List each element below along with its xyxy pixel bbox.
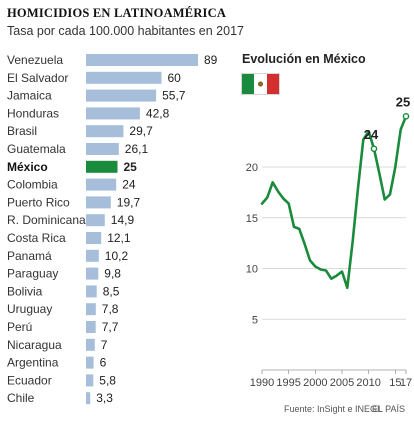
bar (86, 356, 94, 369)
bar-value-label: 12,1 (107, 231, 131, 245)
series-line (260, 115, 408, 290)
bar-category-label: Argentina (7, 356, 59, 370)
bar (86, 392, 91, 405)
y-tick-label: 5 (252, 314, 258, 326)
bar (86, 374, 94, 387)
x-tick-label: 2000 (303, 377, 327, 389)
x-tick-label: 2005 (330, 377, 354, 389)
bar-value-label: 55,7 (162, 89, 186, 103)
bar (86, 285, 97, 298)
publisher-credit: EL PAÍS (372, 404, 406, 414)
bar-category-label: Jamaica (7, 89, 52, 103)
bar (86, 232, 102, 244)
point-label: 25 (396, 94, 410, 109)
bar (86, 321, 96, 333)
bar-value-label: 8,5 (103, 284, 120, 298)
bar (86, 214, 105, 227)
bar-category-label: Venezuela (7, 53, 63, 67)
bar (86, 71, 162, 84)
mexico-flag-icon (241, 73, 280, 95)
bar-category-label: R. Dominicana (7, 213, 86, 227)
bar-category-label: Brasil (7, 124, 37, 138)
x-tick-label: 1990 (250, 377, 274, 389)
x-tick-label: 1995 (276, 377, 300, 389)
bar-value-label: 29,7 (129, 124, 153, 138)
point-marker (370, 145, 378, 153)
bar-category-label: Costa Rica (7, 231, 66, 245)
bar (86, 160, 118, 173)
bar (86, 54, 198, 66)
bar-category-label: Ecuador (7, 373, 52, 387)
bar-value-label: 60 (168, 71, 182, 85)
bar (86, 303, 96, 316)
y-tick-label: 15 (246, 213, 258, 225)
bar-category-label: Puerto Rico (7, 195, 70, 209)
bar-category-label: Colombia (7, 178, 58, 192)
bar-category-label: El Salvador (7, 71, 68, 85)
bar-category-label: México (7, 160, 48, 174)
bar-category-label: Chile (7, 391, 35, 405)
x-tick-label: 15 (389, 377, 401, 389)
bar-value-label: 14,9 (111, 213, 135, 227)
point-marker (402, 112, 410, 120)
bar-category-label: Perú (7, 320, 32, 334)
line-chart-title: Evolución en México (242, 52, 366, 66)
y-tick-label: 10 (246, 264, 258, 276)
bar (86, 178, 117, 191)
chart-title: HOMICIDIOS EN LATINOAMÉRICA (7, 6, 227, 20)
bar-value-label: 10,2 (105, 249, 129, 263)
bar-value-label: 7,7 (102, 320, 119, 334)
chart-subtitle: Tasa por cada 100.000 habitantes en 2017 (7, 24, 244, 38)
bar-category-label: Uruguay (7, 302, 52, 316)
bar-value-label: 26,1 (125, 142, 149, 156)
bar (86, 196, 111, 209)
bar-value-label: 3,3 (96, 391, 113, 405)
bar (86, 125, 124, 138)
x-tick-label: 2010 (356, 377, 380, 389)
bar-category-label: Panamá (7, 249, 52, 263)
bar (86, 107, 140, 120)
bar (86, 143, 119, 155)
bar-value-label: 24 (122, 178, 136, 192)
bar-value-label: 42,8 (146, 106, 170, 120)
bar-value-label: 89 (204, 53, 218, 67)
bar (86, 89, 157, 102)
point-label: 24 (364, 127, 379, 142)
bar-value-label: 7,8 (102, 302, 119, 316)
bar-value-label: 5,8 (99, 373, 116, 387)
source-note: Fuente: InSight e INEGI. (284, 404, 383, 414)
bar-category-label: Nicaragua (7, 338, 62, 352)
bar (86, 338, 95, 351)
x-tick-label: 17 (400, 377, 412, 389)
bar-category-label: Honduras (7, 106, 59, 120)
bar-category-label: Bolivia (7, 284, 43, 298)
bar-category-label: Guatemala (7, 142, 66, 156)
bar-value-label: 9,8 (104, 267, 121, 281)
y-tick-label: 20 (246, 162, 258, 174)
homicide-bar-chart: Venezuela 89 El Salvador 60 Jamaica 55,7 Hondu… (7, 53, 218, 405)
bar-value-label: 19,7 (117, 195, 141, 209)
bar-value-label: 25 (124, 160, 138, 174)
bar (86, 267, 99, 280)
bar-value-label: 7 (101, 338, 108, 352)
bar-value-label: 6 (100, 356, 107, 370)
bar-category-label: Paraguay (7, 267, 58, 281)
bar (86, 249, 99, 262)
